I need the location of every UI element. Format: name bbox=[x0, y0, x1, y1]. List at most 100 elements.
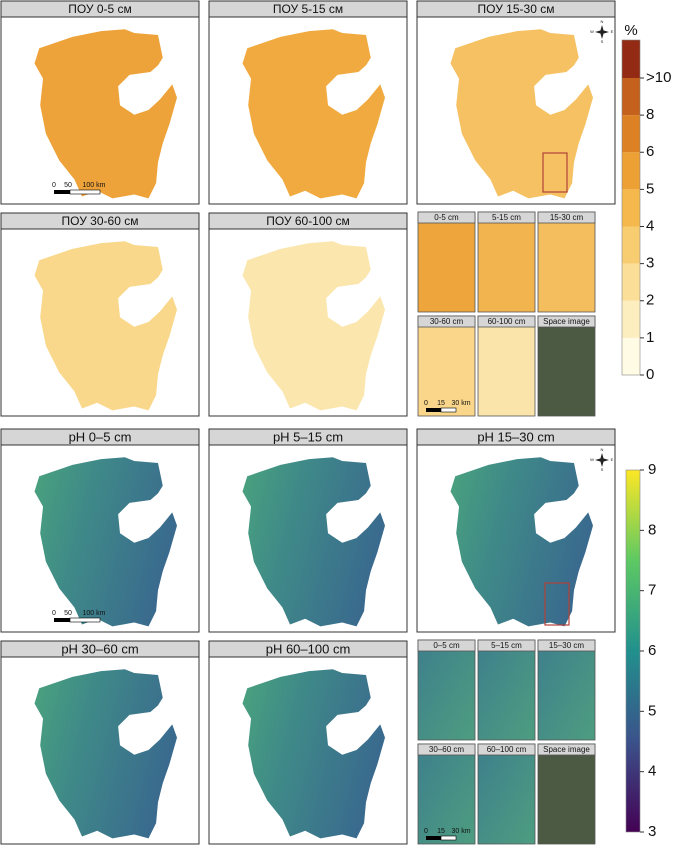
legend-class bbox=[622, 263, 640, 301]
panel-title: ПОУ 5-15 см bbox=[273, 2, 343, 16]
inset-frame bbox=[537, 211, 596, 313]
inset-scale-label: 30 km bbox=[451, 828, 470, 835]
legend-tick-label: 7 bbox=[648, 582, 656, 599]
compass-label: S bbox=[601, 39, 604, 44]
inset-scale-bar bbox=[426, 408, 441, 412]
inset-scale-bar bbox=[440, 407, 457, 413]
panel-header bbox=[0, 0, 200, 18]
legend-class bbox=[622, 226, 640, 264]
scale-bar bbox=[54, 618, 70, 622]
panel-title: pH 30–60 cm bbox=[61, 641, 138, 656]
inset-frame bbox=[537, 315, 596, 417]
compass-label: N bbox=[601, 19, 604, 24]
inset-scale-label: 30 km bbox=[451, 400, 470, 407]
map-panel: pH 30–60 cm bbox=[0, 640, 200, 845]
inset-title: 60–100 cm bbox=[487, 745, 527, 754]
legend-tick-label: 3 bbox=[648, 823, 656, 840]
legend-tick-label: 9 bbox=[648, 461, 656, 478]
panel-title: pH 5–15 cm bbox=[273, 429, 343, 444]
inset-title: Space image bbox=[543, 317, 590, 326]
panel-header bbox=[416, 0, 616, 18]
inset-title: Space image bbox=[543, 745, 590, 754]
inset-title: 0–5 cm bbox=[433, 641, 460, 650]
compass-label: N bbox=[601, 447, 604, 452]
compass-label: E bbox=[611, 29, 614, 34]
legend-tick-label: 2 bbox=[646, 292, 654, 309]
legend-tick-label: 3 bbox=[646, 255, 654, 272]
legend-tick-label: 6 bbox=[646, 143, 654, 160]
inset-header bbox=[537, 315, 596, 328]
map-panel: pH 15–30 cm bbox=[416, 428, 616, 633]
compass-label: W bbox=[590, 457, 594, 462]
inset-scale-label: 15 bbox=[437, 828, 445, 835]
inset-title: 5–15 cm bbox=[491, 641, 522, 650]
map-panel: pH 60–100 cm bbox=[208, 640, 408, 845]
map-panel: ПОУ 30-60 см bbox=[0, 212, 200, 417]
legend-tick-label: 6 bbox=[648, 642, 656, 659]
inset-title: 30-60 cm bbox=[430, 317, 464, 326]
inset-frame bbox=[417, 315, 476, 417]
inset-header bbox=[477, 315, 536, 328]
legend-class bbox=[622, 40, 640, 78]
inset-header bbox=[417, 315, 476, 328]
panel-header bbox=[208, 212, 408, 230]
compass-label: E bbox=[611, 457, 614, 462]
legend-tick-label: 5 bbox=[646, 180, 654, 197]
scale-bar bbox=[54, 190, 70, 194]
legend-tick-label: 1 bbox=[646, 329, 654, 346]
compass-label: W bbox=[590, 29, 594, 34]
legend-tick-label: 4 bbox=[646, 217, 654, 234]
legend-bar bbox=[625, 469, 641, 833]
legend-tick-label: 0 bbox=[646, 366, 654, 383]
scale-bar bbox=[69, 617, 101, 623]
scale-label: 50 bbox=[64, 610, 72, 617]
legend-tick-label: >10 bbox=[646, 69, 671, 86]
inset-frame bbox=[417, 639, 476, 741]
map-panel: pH 5–15 cm bbox=[208, 428, 408, 633]
inset-title: 0-5 cm bbox=[434, 213, 459, 222]
inset-header bbox=[417, 211, 476, 224]
map-panel: ПОУ 5-15 см bbox=[208, 0, 408, 205]
map-panel: ПОУ 60-100 см bbox=[208, 212, 408, 417]
legend-frame bbox=[621, 39, 641, 376]
inset-title: 15–30 cm bbox=[549, 641, 584, 650]
inset-frame bbox=[537, 743, 596, 845]
panel-header bbox=[416, 428, 616, 446]
scale-label: 0 bbox=[52, 182, 56, 189]
inset-frame bbox=[477, 315, 536, 417]
inset-title: 30–60 cm bbox=[429, 745, 464, 754]
map-panel: ПОУ 15-30 см bbox=[416, 0, 616, 205]
panel-title: ПОУ 15-30 см bbox=[478, 2, 555, 16]
inset-title: 15-30 cm bbox=[550, 213, 584, 222]
legend-class bbox=[622, 337, 640, 375]
legend-tick-label: 8 bbox=[646, 106, 654, 123]
inset-header bbox=[477, 639, 536, 652]
scale-label: 50 bbox=[64, 182, 72, 189]
inset-scale-bar bbox=[426, 836, 441, 840]
inset-frame bbox=[417, 211, 476, 313]
inset-frame bbox=[537, 639, 596, 741]
panel-title: ПОУ 60-100 см bbox=[266, 214, 350, 228]
inset-title: 60-100 cm bbox=[488, 317, 526, 326]
panel-header bbox=[208, 0, 408, 18]
panel-header bbox=[0, 428, 200, 446]
inset-frame bbox=[477, 639, 536, 741]
map-panel: ПОУ 0-5 см bbox=[0, 0, 200, 205]
inset-header bbox=[537, 639, 596, 652]
scale-bar bbox=[69, 189, 101, 195]
legend-class bbox=[622, 300, 640, 338]
inset-header bbox=[477, 743, 536, 756]
panel-title: ПОУ 30-60 см bbox=[62, 214, 139, 228]
legend-class bbox=[622, 189, 640, 227]
scale-label: 100 km bbox=[83, 610, 106, 617]
legend-class bbox=[622, 115, 640, 153]
scale-label: 0 bbox=[52, 610, 56, 617]
legend-class bbox=[622, 152, 640, 190]
inset-frame bbox=[417, 743, 476, 845]
panel-header bbox=[208, 428, 408, 446]
inset-header bbox=[417, 639, 476, 652]
inset-scale-label: 15 bbox=[437, 400, 445, 407]
inset-header bbox=[537, 211, 596, 224]
inset-scale-label: 0 bbox=[424, 400, 428, 407]
scale-label: 100 km bbox=[83, 182, 106, 189]
